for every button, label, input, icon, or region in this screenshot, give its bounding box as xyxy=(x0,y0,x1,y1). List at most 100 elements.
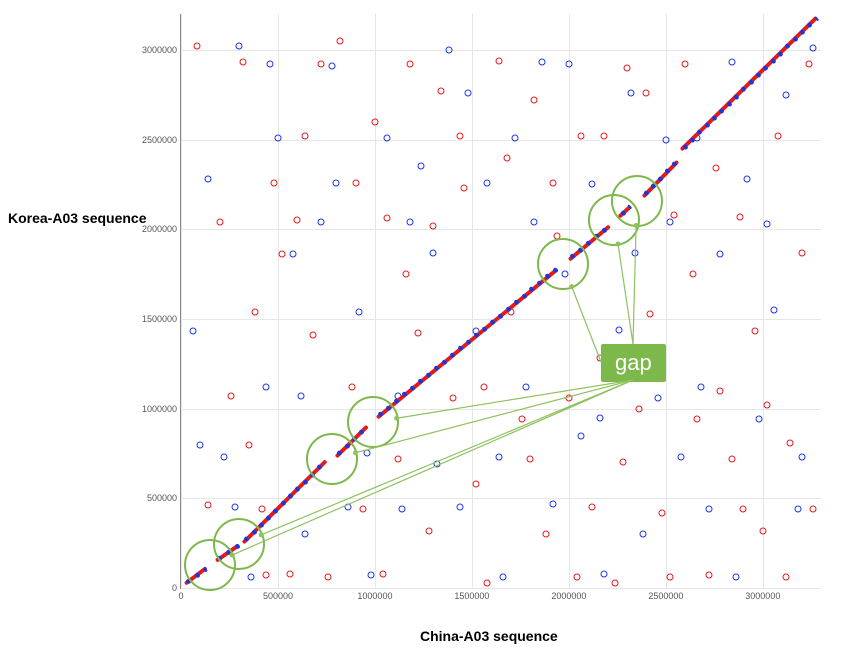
grid-line-vertical xyxy=(472,14,473,588)
scatter-dot-red xyxy=(798,249,805,256)
scatter-dot-blue xyxy=(639,531,646,538)
scatter-dot-blue xyxy=(631,249,638,256)
scatter-dot-red xyxy=(690,271,697,278)
grid-line-vertical xyxy=(763,14,764,588)
scatter-dot-blue xyxy=(399,506,406,513)
scatter-dot-red xyxy=(612,579,619,586)
scatter-dot-blue xyxy=(697,384,704,391)
x-tick-label: 3000000 xyxy=(745,588,780,601)
scatter-dot-blue xyxy=(565,61,572,68)
scatter-dot-red xyxy=(496,57,503,64)
scatter-dot-blue xyxy=(274,134,281,141)
scatter-dot-red xyxy=(484,579,491,586)
scatter-dot-blue xyxy=(755,416,762,423)
scatter-dot-red xyxy=(635,405,642,412)
scatter-dot-red xyxy=(783,574,790,581)
scatter-dot-red xyxy=(406,61,413,68)
scatter-dot-blue xyxy=(445,46,452,53)
scatter-plot: 0500000100000015000002000000250000030000… xyxy=(180,14,821,589)
scatter-dot-blue xyxy=(717,251,724,258)
scatter-dot-red xyxy=(309,332,316,339)
scatter-dot-blue xyxy=(317,219,324,226)
scatter-dot-red xyxy=(786,439,793,446)
scatter-dot-red xyxy=(810,506,817,513)
scatter-dot-blue xyxy=(263,384,270,391)
scatter-dot-blue xyxy=(499,574,506,581)
gap-annotation-circle xyxy=(611,175,663,227)
scatter-dot-red xyxy=(682,61,689,68)
scatter-dot-red xyxy=(693,416,700,423)
scatter-dot-blue xyxy=(794,506,801,513)
scatter-dot-blue xyxy=(666,219,673,226)
scatter-dot-blue xyxy=(220,454,227,461)
scatter-dot-red xyxy=(565,394,572,401)
scatter-dot-blue xyxy=(267,61,274,68)
scatter-dot-blue xyxy=(205,176,212,183)
scatter-dot-blue xyxy=(484,179,491,186)
x-axis-label: China-A03 sequence xyxy=(420,628,558,644)
scatter-dot-blue xyxy=(678,454,685,461)
scatter-dot-blue xyxy=(511,134,518,141)
scatter-dot-red xyxy=(317,61,324,68)
scatter-dot-red xyxy=(352,179,359,186)
scatter-dot-blue xyxy=(302,531,309,538)
scatter-dot-blue xyxy=(662,136,669,143)
x-tick-label: 500000 xyxy=(263,588,293,601)
scatter-dot-blue xyxy=(457,504,464,511)
y-tick-label: 3000000 xyxy=(142,45,181,55)
scatter-dot-red xyxy=(348,384,355,391)
scatter-dot-red xyxy=(480,384,487,391)
scatter-dot-blue xyxy=(705,506,712,513)
y-axis-label: Korea-A03 sequence xyxy=(8,210,147,226)
scatter-dot-blue xyxy=(798,454,805,461)
scatter-dot-red xyxy=(245,441,252,448)
scatter-dot-red xyxy=(216,219,223,226)
scatter-dot-red xyxy=(550,179,557,186)
grid-line-horizontal xyxy=(181,50,821,51)
scatter-dot-red xyxy=(600,132,607,139)
scatter-dot-red xyxy=(752,328,759,335)
scatter-dot-blue xyxy=(333,179,340,186)
y-tick-label: 0 xyxy=(172,583,181,593)
scatter-dot-blue xyxy=(364,450,371,457)
scatter-dot-red xyxy=(728,455,735,462)
grid-line-vertical xyxy=(666,14,667,588)
x-tick-label: 2000000 xyxy=(551,588,586,601)
scatter-dot-blue xyxy=(418,163,425,170)
scatter-dot-red xyxy=(759,527,766,534)
scatter-dot-blue xyxy=(616,326,623,333)
grid-line-horizontal xyxy=(181,229,821,230)
scatter-dot-blue xyxy=(763,220,770,227)
scatter-dot-red xyxy=(530,97,537,104)
scatter-dot-red xyxy=(395,455,402,462)
scatter-dot-blue xyxy=(550,500,557,507)
scatter-dot-blue xyxy=(189,328,196,335)
scatter-dot-red xyxy=(193,43,200,50)
scatter-dot-blue xyxy=(290,251,297,258)
scatter-dot-blue xyxy=(523,384,530,391)
scatter-dot-blue xyxy=(368,572,375,579)
scatter-dot-blue xyxy=(247,574,254,581)
scatter-dot-blue xyxy=(496,454,503,461)
scatter-dot-red xyxy=(775,132,782,139)
gap-annotation-circle xyxy=(537,238,589,290)
y-tick-label: 2500000 xyxy=(142,135,181,145)
scatter-dot-red xyxy=(670,211,677,218)
scatter-dot-red xyxy=(271,179,278,186)
scatter-dot-blue xyxy=(356,308,363,315)
scatter-dot-red xyxy=(589,504,596,511)
scatter-dot-red xyxy=(426,527,433,534)
grid-line-horizontal xyxy=(181,588,821,589)
scatter-dot-blue xyxy=(434,461,441,468)
scatter-dot-red xyxy=(379,570,386,577)
scatter-dot-blue xyxy=(627,89,634,96)
scatter-dot-red xyxy=(717,387,724,394)
y-tick-label: 1000000 xyxy=(142,404,181,414)
scatter-dot-red xyxy=(286,570,293,577)
scatter-dot-blue xyxy=(538,59,545,66)
scatter-dot-red xyxy=(302,132,309,139)
scatter-dot-red xyxy=(457,132,464,139)
scatter-dot-blue xyxy=(329,63,336,70)
scatter-dot-red xyxy=(806,61,813,68)
scatter-dot-blue xyxy=(728,59,735,66)
